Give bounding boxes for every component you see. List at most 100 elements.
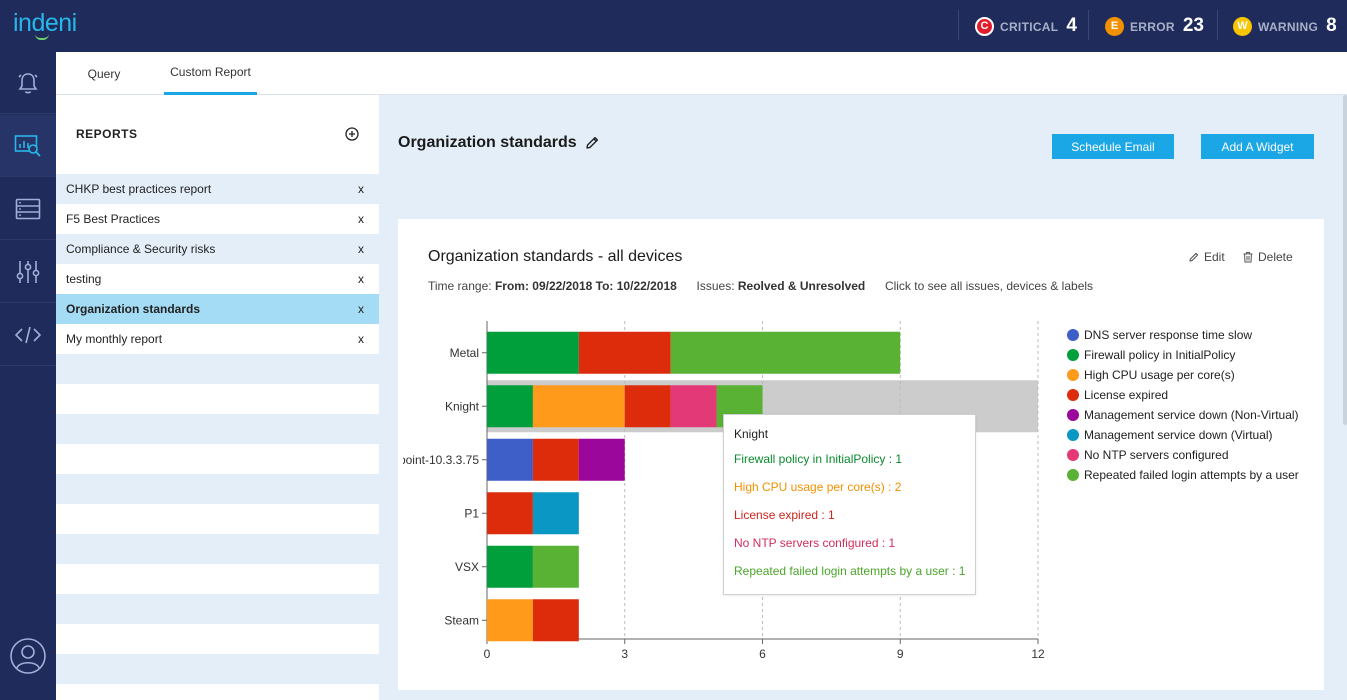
edit-title-icon[interactable]	[584, 135, 600, 151]
warning-status[interactable]: W WARNING 8	[1217, 0, 1337, 52]
legend-label: High CPU usage per core(s)	[1084, 368, 1235, 382]
time-range-label: Time range:	[428, 279, 492, 293]
legend-label: Management service down (Virtual)	[1084, 428, 1273, 442]
server-icon	[15, 198, 41, 219]
report-name: CHKP best practices report	[66, 182, 212, 196]
error-count: 23	[1182, 15, 1204, 36]
report-name: My monthly report	[66, 332, 163, 346]
widget-delete-button[interactable]: Delete	[1242, 250, 1293, 264]
widget-meta: Time range: From: 09/22/2018 To: 10/22/2…	[428, 279, 1093, 293]
tab-query[interactable]: Query	[87, 66, 121, 81]
empty-row	[56, 684, 379, 700]
x-tick-label: 6	[759, 647, 766, 661]
y-category-label: Steam	[444, 613, 479, 627]
x-tick-label: 0	[484, 647, 491, 661]
chart-tooltip: Knight Firewall policy in InitialPolicy …	[723, 414, 976, 595]
tooltip-line: High CPU usage per core(s) : 2	[734, 480, 902, 494]
error-status[interactable]: E ERROR 23	[1088, 0, 1204, 52]
add-report-icon[interactable]	[344, 126, 360, 142]
legend-label: Firewall policy in InitialPolicy	[1084, 348, 1236, 362]
remove-report-button[interactable]: x	[358, 332, 364, 346]
empty-row	[56, 624, 379, 654]
tooltip-line: No NTP servers configured : 1	[734, 536, 896, 550]
add-widget-button[interactable]: Add A Widget	[1201, 134, 1314, 159]
chart-bar-segment	[532, 545, 579, 588]
remove-report-button[interactable]: x	[358, 242, 364, 256]
legend-swatch	[1067, 469, 1079, 481]
widget-edit-button[interactable]: Edit	[1188, 250, 1225, 264]
x-tick-label: 12	[1031, 647, 1045, 661]
stacked-bar-chart: 0 3 6 9 12 Metal Knight point-10.3.3.75 P1 VSX Ste…	[403, 321, 1045, 661]
legend-item[interactable]: Management service down (Non-Virtual)	[1067, 405, 1299, 425]
remove-report-button[interactable]: x	[358, 182, 364, 196]
legend-item[interactable]: License expired	[1067, 385, 1299, 405]
issues-value: Reolved & Unresolved	[737, 279, 866, 293]
remove-report-button[interactable]: x	[358, 212, 364, 226]
legend-label: Management service down (Non-Virtual)	[1084, 408, 1299, 422]
edit-label: Edit	[1204, 250, 1225, 264]
schedule-email-button[interactable]: Schedule Email	[1052, 134, 1174, 159]
legend-label: No NTP servers configured	[1084, 448, 1229, 462]
reports-title: REPORTS	[76, 127, 138, 141]
pencil-icon	[1189, 252, 1199, 262]
delete-label: Delete	[1258, 250, 1293, 264]
remove-report-button[interactable]: x	[358, 272, 364, 286]
legend-item[interactable]: Management service down (Virtual)	[1067, 425, 1299, 445]
error-label: ERROR	[1130, 20, 1175, 34]
legend-item[interactable]: DNS server response time slow	[1067, 325, 1299, 345]
tab-custom-report[interactable]: Custom Report	[164, 52, 257, 95]
chart-bar-segment	[487, 438, 533, 481]
critical-status[interactable]: C CRITICAL 4	[958, 0, 1077, 52]
x-tick-label: 9	[897, 647, 904, 661]
scrollbar[interactable]	[1343, 95, 1347, 425]
chart-bar-segment	[532, 492, 579, 535]
nav-analytics[interactable]	[0, 115, 56, 177]
empty-row	[56, 474, 379, 504]
report-item[interactable]: My monthly report x	[56, 324, 379, 354]
time-range-value: From: 09/22/2018 To: 10/22/2018	[494, 279, 677, 293]
code-icon	[14, 326, 42, 343]
status-divider	[1088, 10, 1089, 40]
chart-bar-segment	[487, 599, 533, 642]
report-item[interactable]: CHKP best practices report x	[56, 174, 379, 204]
nav-devices[interactable]	[0, 178, 56, 240]
empty-row	[56, 444, 379, 474]
y-category-label: VSX	[455, 560, 479, 574]
nav-settings[interactable]	[0, 241, 56, 303]
legend-item[interactable]: Firewall policy in InitialPolicy	[1067, 345, 1299, 365]
y-category-label: P1	[464, 506, 479, 520]
report-name: Compliance & Security risks	[66, 242, 216, 256]
left-nav	[0, 52, 56, 700]
chart-bar-segment	[670, 331, 901, 374]
remove-report-button[interactable]: x	[358, 302, 364, 316]
logo-smile	[35, 34, 49, 40]
report-item[interactable]: Compliance & Security risks x	[56, 234, 379, 264]
legend-item[interactable]: Repeated failed login attempts by a user	[1067, 465, 1299, 485]
widget-card: Organization standards - all devices Edi…	[398, 219, 1324, 690]
report-item-selected[interactable]: Organization standards x	[56, 294, 379, 324]
see-all-link[interactable]: Click to see all issues, devices & label…	[884, 279, 1094, 293]
legend-label: License expired	[1084, 388, 1169, 402]
critical-count: 4	[1066, 15, 1077, 36]
empty-row	[56, 414, 379, 444]
report-item[interactable]: F5 Best Practices x	[56, 204, 379, 234]
chart-bar-segment	[532, 385, 625, 428]
chart-bar-segment	[578, 438, 625, 481]
chart-bar-segment	[487, 545, 533, 588]
legend-swatch	[1067, 329, 1079, 341]
nav-code[interactable]	[0, 304, 56, 366]
chart-bar-segment	[487, 331, 579, 374]
widget-title: Organization standards - all devices	[428, 248, 683, 265]
user-icon[interactable]	[9, 637, 47, 675]
legend-item[interactable]: No NTP servers configured	[1067, 445, 1299, 465]
indeni-logo[interactable]: indeni	[13, 9, 77, 37]
empty-row	[56, 564, 379, 594]
legend-swatch	[1067, 449, 1079, 461]
report-item[interactable]: testing x	[56, 264, 379, 294]
legend-item[interactable]: High CPU usage per core(s)	[1067, 365, 1299, 385]
status-divider	[958, 10, 959, 40]
error-icon: E	[1105, 16, 1124, 36]
empty-row	[56, 504, 379, 534]
tooltip-title: Knight	[734, 427, 769, 441]
nav-alerts[interactable]	[0, 52, 56, 114]
